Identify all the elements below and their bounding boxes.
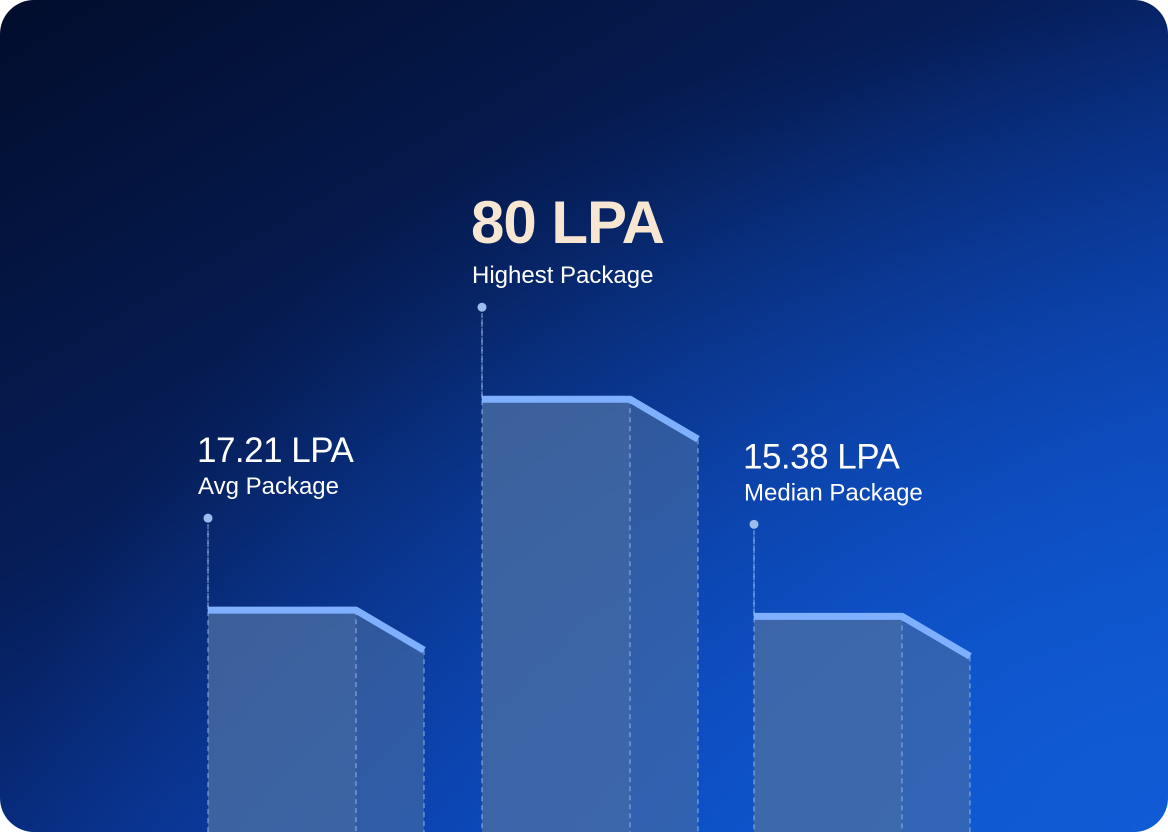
category-label: Highest Package [472,262,653,289]
category-label: Median Package [744,479,923,506]
bar-top-line [482,395,700,443]
bar-group [749,519,972,832]
bar-side-face [630,399,698,832]
labels-layer: 17.21 LPA Avg Package 80 LPA Highest Packag… [197,189,923,506]
bar-group [477,302,700,832]
marker-dot [477,302,487,312]
bar-side-face [902,616,970,832]
bar [208,610,356,832]
data-label-value: 15.38 LPA [743,437,901,476]
bar-top-line [208,606,426,654]
bars-layer [203,302,972,832]
bar [754,616,902,832]
bar-group [203,513,426,832]
bar-top-line [754,612,972,660]
category-label: Avg Package [198,473,339,500]
marker-dot [749,519,759,529]
data-label-value: 17.21 LPA [197,431,355,470]
data-label-value: 80 LPA [471,189,664,256]
marker-dot [203,513,213,523]
bar [482,399,630,832]
bar-side-face [356,610,424,832]
